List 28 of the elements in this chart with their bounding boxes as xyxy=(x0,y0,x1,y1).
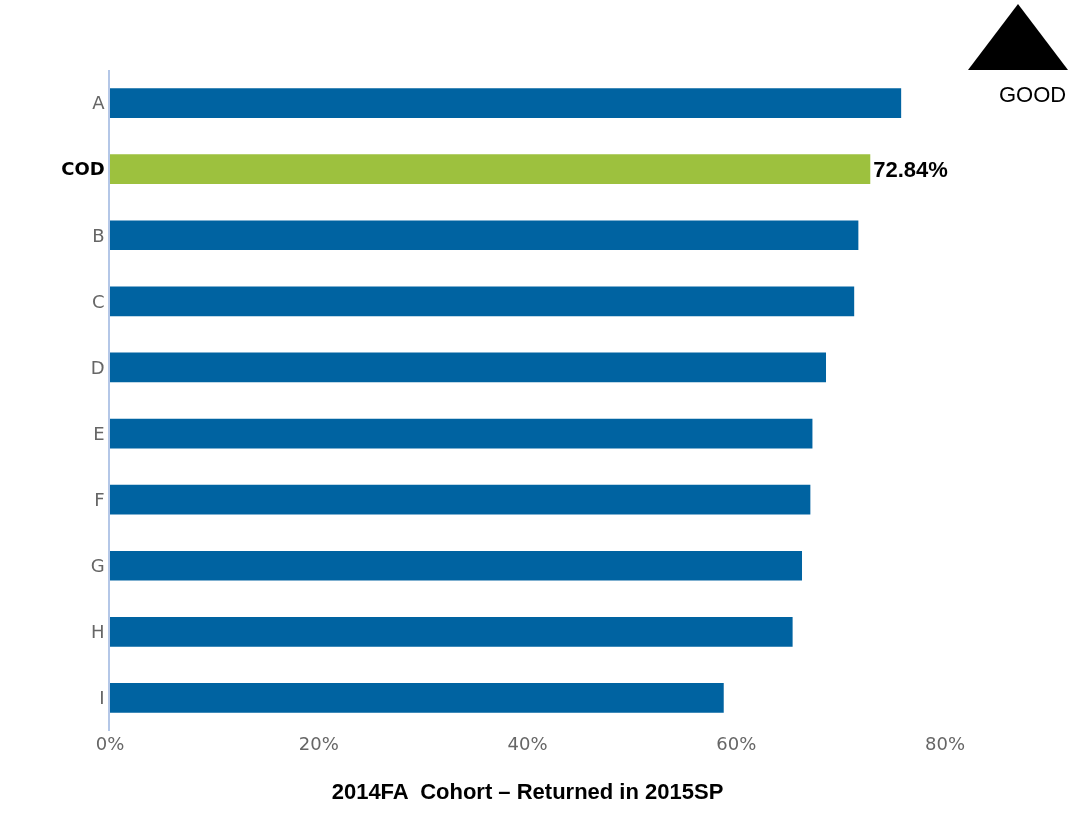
x-tick-label: 40% xyxy=(507,733,548,754)
y-tick-label: G xyxy=(90,555,105,577)
bar xyxy=(110,616,793,647)
y-tick-label: A xyxy=(92,92,106,114)
x-tick-label: 80% xyxy=(924,733,966,754)
bar xyxy=(110,418,813,449)
x-tick-label: 60% xyxy=(716,733,757,754)
bar xyxy=(110,550,803,581)
bar xyxy=(110,352,827,383)
bar xyxy=(110,484,811,515)
bar xyxy=(110,683,724,713)
text: GOOD xyxy=(999,82,1067,107)
y-tick-label: E xyxy=(93,422,105,444)
x-tick-label: 20% xyxy=(298,733,339,754)
bar xyxy=(110,220,859,251)
y-tick-label: I xyxy=(99,687,105,709)
data-label: 72.84% xyxy=(873,156,948,182)
bar xyxy=(110,154,871,185)
y-tick-label: COD xyxy=(61,158,105,180)
bar xyxy=(110,88,902,118)
y-tick-label: D xyxy=(90,356,105,378)
y-tick-label: F xyxy=(94,488,105,510)
bar xyxy=(110,286,855,317)
y-tick-label: B xyxy=(92,224,105,246)
x-tick-label: 0% xyxy=(95,733,125,754)
y-tick-label: H xyxy=(91,621,105,643)
x-axis-title: 2014FA Cohort – Returned in 2015SP xyxy=(331,778,724,804)
y-tick-label: C xyxy=(92,290,105,312)
